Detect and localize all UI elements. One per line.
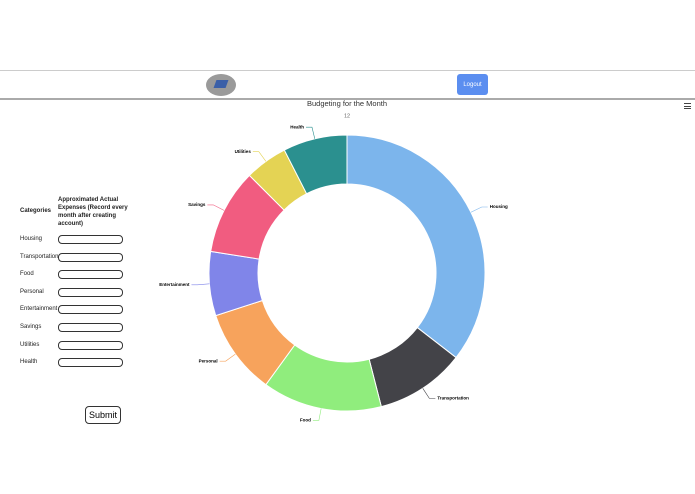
slice (208, 250, 263, 317)
category-label: Health (20, 359, 38, 366)
expense-input[interactable] (58, 323, 123, 332)
connector (207, 204, 225, 211)
chart-subtitle: 12 (344, 113, 350, 119)
chart-title: Budgeting for the Month (307, 99, 387, 108)
connector (305, 126, 316, 139)
expense-input[interactable] (58, 358, 123, 368)
slice-label: Food (300, 418, 311, 423)
connector (422, 388, 436, 399)
connector (252, 151, 267, 162)
slice (346, 134, 486, 359)
slice-label: Health (290, 124, 304, 129)
slice-label: Savings (188, 202, 206, 207)
column-header: Categories (20, 208, 52, 214)
chart-menu[interactable] (684, 103, 691, 111)
category-label: Food (20, 271, 34, 278)
expense-input[interactable] (58, 270, 123, 280)
submit-button[interactable]: Submit (85, 406, 121, 424)
logo[interactable] (206, 74, 236, 96)
category-label: Savings (20, 324, 42, 330)
slice (265, 344, 382, 412)
connector (312, 408, 322, 421)
nav-bar: Logout (0, 70, 695, 100)
slice (283, 134, 348, 195)
slice (248, 149, 308, 211)
connector (191, 283, 210, 286)
expense-input[interactable] (58, 287, 123, 297)
expense-input[interactable] (58, 305, 123, 315)
slice-label: Transportation (437, 396, 469, 401)
category-label: Personal (20, 288, 44, 295)
expense-input[interactable] (58, 252, 123, 262)
category-label: Utilities (20, 341, 40, 348)
slice-label: Entertainment (159, 282, 190, 287)
category-label: Transportation (20, 253, 59, 260)
slice (368, 326, 457, 408)
connector (470, 206, 488, 213)
category-label: Entertainment (20, 306, 58, 313)
expense-input[interactable] (58, 340, 123, 350)
expense-input[interactable] (58, 235, 123, 244)
connector (219, 353, 236, 362)
slice-label: Utilities (235, 149, 252, 154)
slice-label: Housing (490, 204, 508, 209)
logout-button[interactable]: Logout (457, 74, 488, 95)
slice-label: Personal (199, 358, 218, 363)
column-header: Approximated Actual Expenses (Record eve… (58, 197, 128, 227)
slice (210, 174, 285, 260)
slice (215, 299, 296, 386)
category-label: Housing (20, 236, 43, 242)
